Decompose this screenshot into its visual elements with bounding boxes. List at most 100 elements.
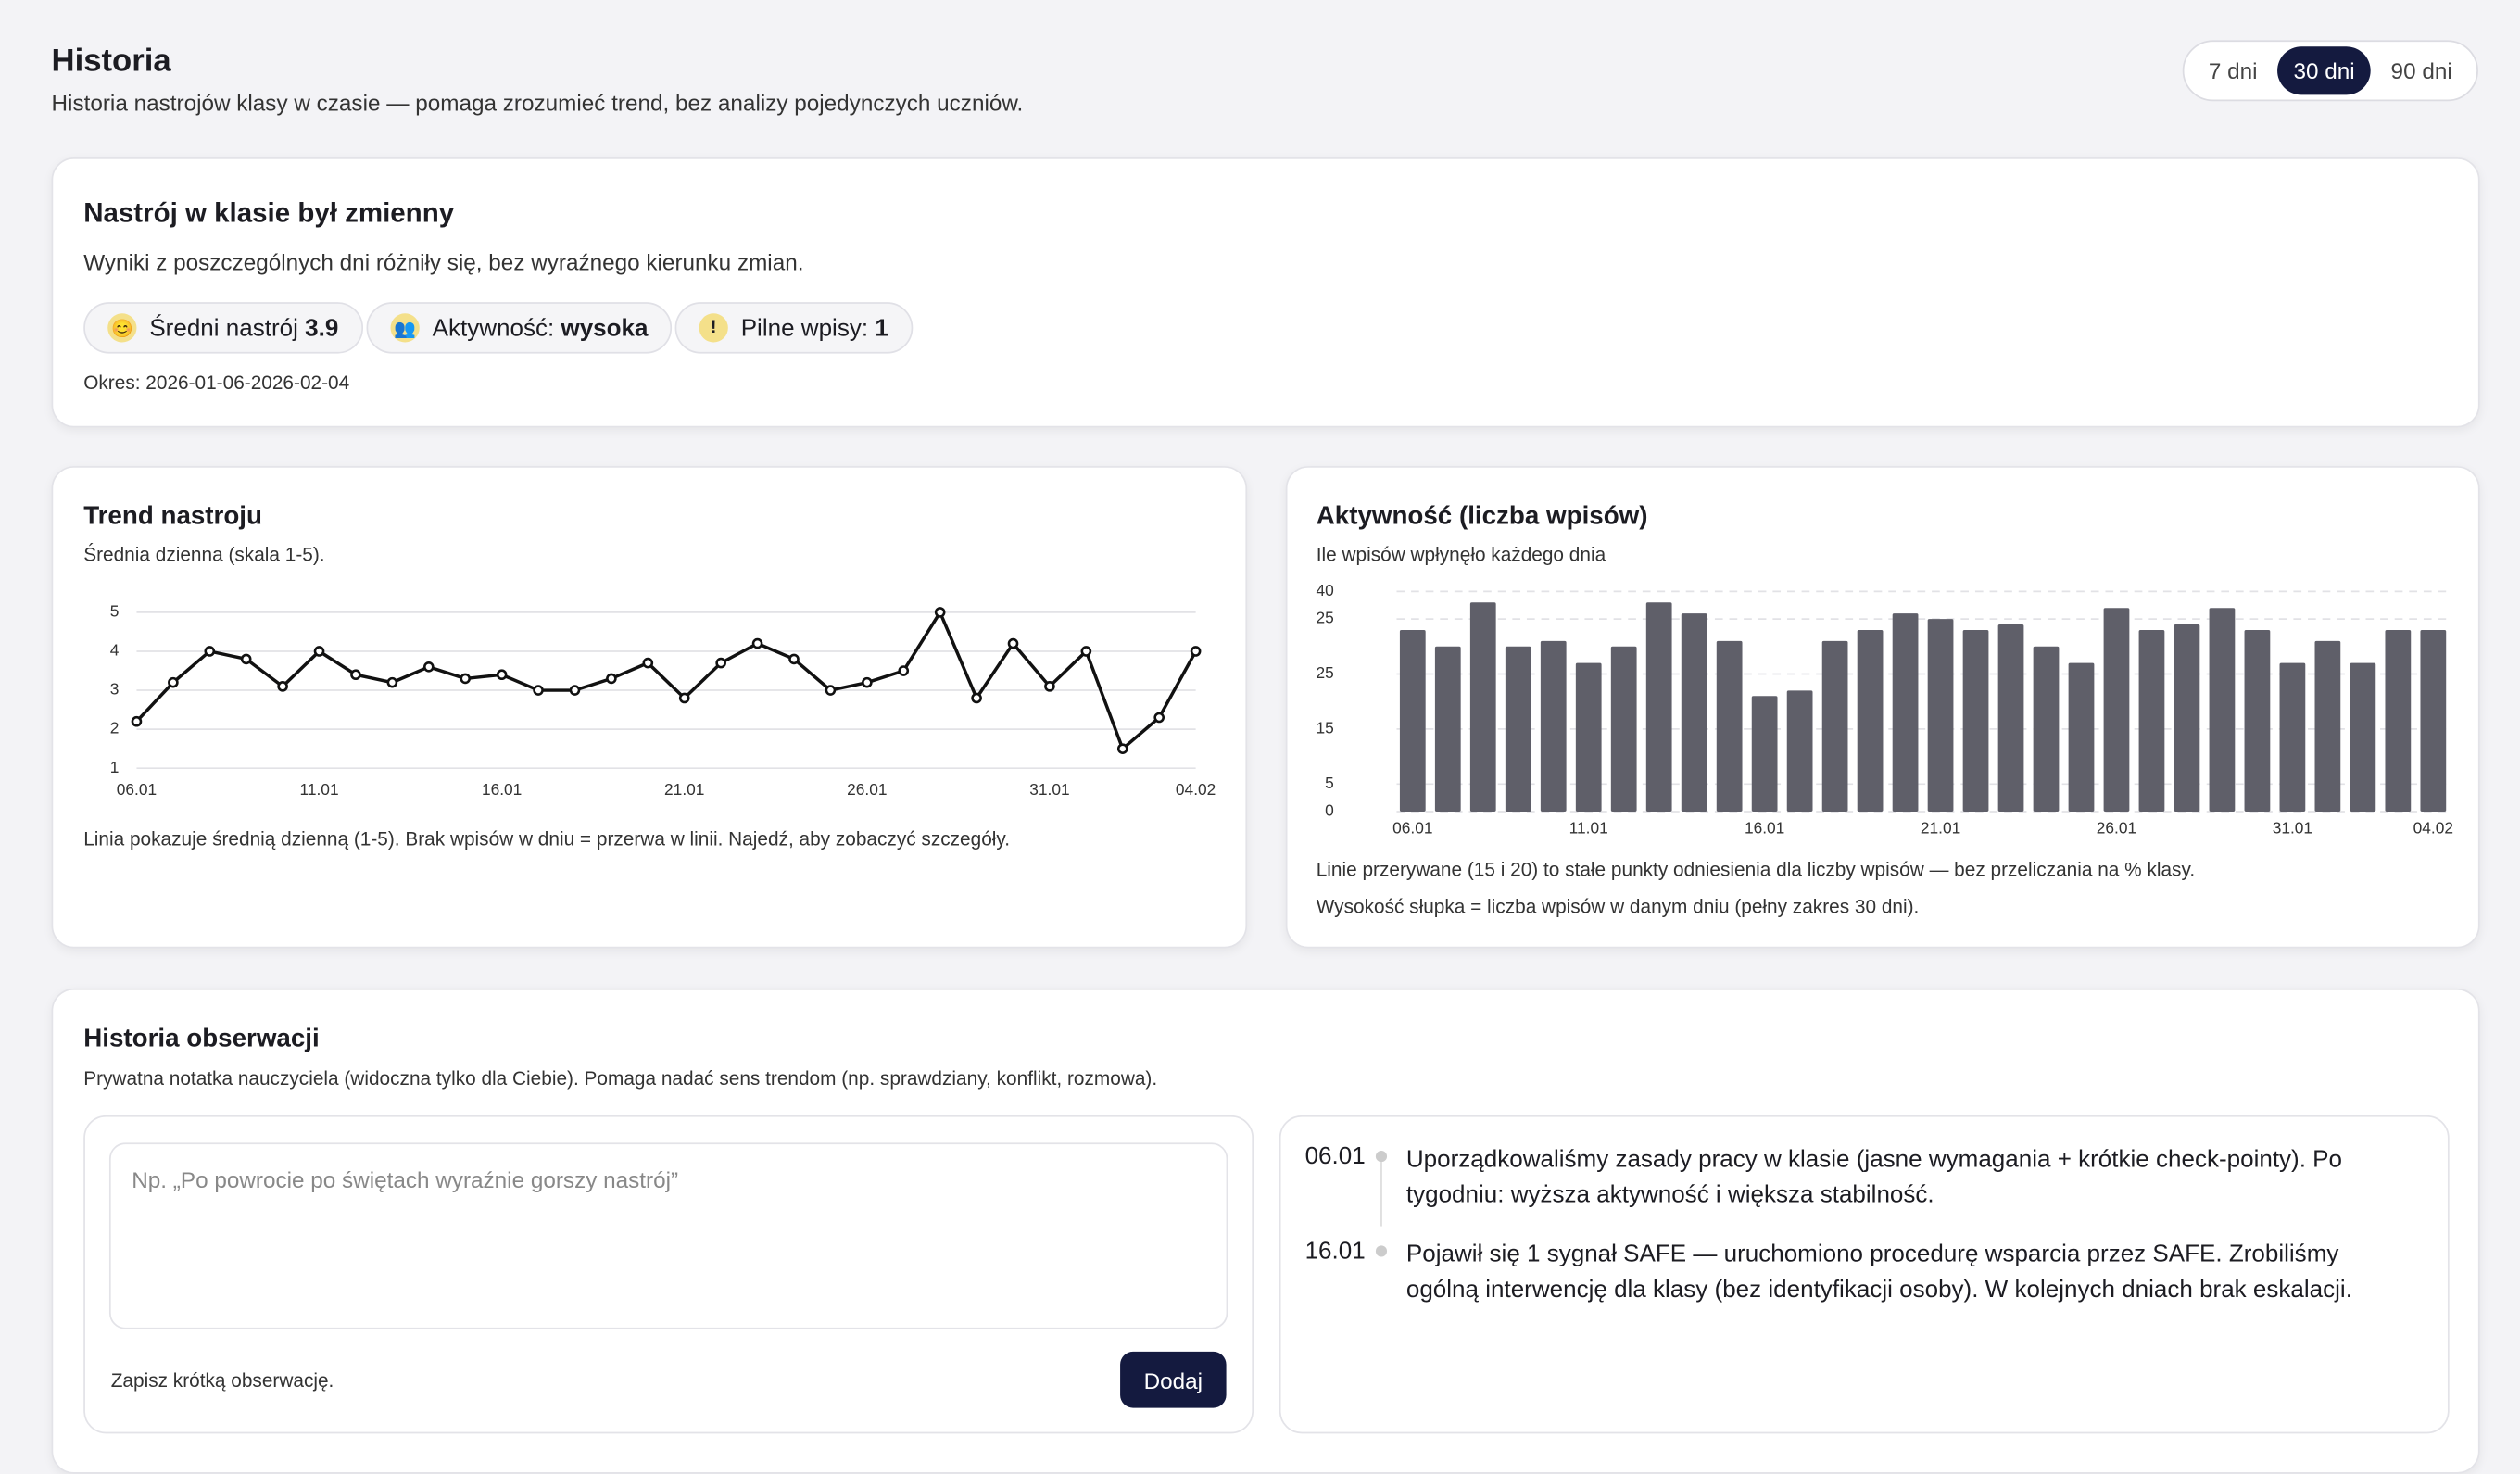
x-tick-label: 04.02 (1176, 780, 1216, 799)
chart-subtitle: Średnia dzienna (skala 1-5). (83, 543, 325, 566)
trend-point (313, 646, 325, 657)
bar (2350, 662, 2376, 813)
x-tick-label: 04.02 (2413, 819, 2453, 838)
trend-point (788, 653, 800, 665)
x-tick-label: 11.01 (1569, 819, 1608, 838)
page-title: Historia (51, 43, 171, 80)
summary-text: Wyniki z poszczególnych dni różniły się,… (83, 248, 804, 275)
range-button[interactable]: 7 dni (2208, 57, 2258, 84)
chip-text: Aktywność: wysoka (433, 314, 649, 341)
bar (1645, 602, 1672, 813)
chip-text: Pilne wpisy: 1 (741, 314, 888, 341)
summary-card: Nastrój w klasie był zmienny Wyniki z po… (51, 157, 2480, 428)
bar (1610, 646, 1637, 813)
x-tick-label: 26.01 (847, 780, 887, 799)
trend-point (569, 685, 581, 696)
bar (2138, 629, 2165, 813)
trend-point (678, 692, 690, 704)
bar (1716, 640, 1743, 813)
entry-date: 16.01 (1304, 1237, 1366, 1266)
trend-point (825, 685, 837, 696)
chart-title: Trend nastroju (83, 502, 262, 531)
entry-text: Uporządkowaliśmy zasady pracy w klasie (… (1405, 1145, 2343, 1209)
hint: Zapisz krótką obserwację. (110, 1368, 334, 1392)
trend-point (422, 661, 435, 673)
section-subtitle: Prywatna notatka nauczyciela (widoczna t… (83, 1066, 1158, 1090)
chip-value: wysoka (561, 314, 649, 342)
bar (1892, 613, 1919, 813)
trend-point (862, 676, 873, 688)
trend-point (642, 657, 654, 669)
range-button[interactable]: 90 dni (2390, 57, 2452, 84)
y-tick-label: 4 (110, 641, 120, 660)
bar (2209, 608, 2236, 813)
placeholder: Np. „Po powrocie po świętach wyraźnie go… (132, 1166, 679, 1193)
x-tick-label: 06.01 (117, 780, 157, 799)
trend-point (606, 673, 617, 685)
chip-text: Średni nastrój 3.9 (149, 314, 338, 341)
y-tick-label: 1 (110, 758, 120, 776)
bar (1505, 646, 1531, 813)
bar (2103, 608, 2130, 813)
trend-point (1007, 637, 1019, 649)
y-tick-label: 0 (1325, 801, 1334, 820)
trend-point (1044, 681, 1055, 692)
bar (2314, 640, 2341, 813)
bar (1857, 629, 1884, 813)
bar (1786, 690, 1813, 813)
x-tick-label: 16.01 (1745, 819, 1784, 838)
trend-point (386, 676, 398, 688)
chip-icon: 👥 (390, 313, 420, 343)
trend-point (496, 669, 508, 681)
trend-point (277, 681, 288, 692)
chart-title: Aktywność (liczba wpisów) (1316, 502, 1648, 531)
x-tick-label: 16.01 (482, 780, 522, 799)
x-tick-label: 31.01 (2273, 819, 2312, 838)
bar (1540, 640, 1567, 813)
bar (2385, 629, 2412, 813)
trend-point (751, 637, 763, 649)
chip-label: Pilne wpisy: (740, 314, 869, 342)
chip-label: Średni nastrój (149, 314, 298, 342)
x-tick-label: 11.01 (300, 780, 339, 799)
bar (1927, 619, 1954, 813)
stat-chip: 😊 Średni nastrój 3.9 (83, 302, 363, 354)
trend-point (1190, 646, 1202, 657)
y-tick-label: 3 (110, 680, 120, 699)
page-subtitle: Historia nastrojów klasy w czasie — poma… (51, 90, 1024, 116)
period: Okres: 2026-01-06-2026-02-04 (83, 371, 350, 395)
bar (2279, 662, 2306, 813)
x-tick-label: 06.01 (1392, 819, 1432, 838)
bar (1751, 696, 1778, 813)
range-switch: 7 dni 30 dni 90 dni (2182, 40, 2478, 102)
chip-icon: 😊 (107, 313, 137, 343)
bar (1681, 613, 1707, 813)
trend-point (131, 715, 143, 727)
x-tick-label: 26.01 (2097, 819, 2136, 838)
x-tick-label: 21.01 (664, 780, 704, 799)
x-tick-label: 31.01 (1029, 780, 1069, 799)
bar (2033, 646, 2060, 813)
add-button[interactable]: Dodaj (1120, 1351, 1227, 1408)
range-button[interactable]: 30 dni (2277, 46, 2371, 95)
trend-line (135, 609, 1198, 752)
bar (2420, 629, 2447, 813)
bar (1962, 629, 1989, 813)
bar (1997, 624, 2024, 813)
trend-point (715, 657, 726, 669)
note-input[interactable]: Np. „Po powrocie po świętach wyraźnie go… (108, 1142, 1228, 1329)
y-tick-label: 15 (1317, 718, 1334, 737)
bar (1575, 662, 1602, 813)
trend-point (204, 646, 216, 657)
trend-point (898, 665, 910, 676)
chip-icon: ! (699, 313, 728, 343)
timeline: 06.01 Uporządkowaliśmy zasady pracy w kla… (1279, 1115, 2450, 1434)
note-form: Np. „Po powrocie po świętach wyraźnie go… (83, 1115, 1254, 1434)
entry-text: Pojawił się 1 sygnał SAFE — uruchomiono … (1405, 1241, 2352, 1304)
observations-card: Historia obserwacji Prywatna notatka nau… (51, 988, 2480, 1474)
y-tick-label: 40 (1317, 581, 1334, 599)
chart-note: Wysokość słupka = liczba wpisów w danym … (1316, 895, 1920, 918)
y-tick-label: 25 (1317, 609, 1334, 627)
trend-point (934, 607, 946, 618)
